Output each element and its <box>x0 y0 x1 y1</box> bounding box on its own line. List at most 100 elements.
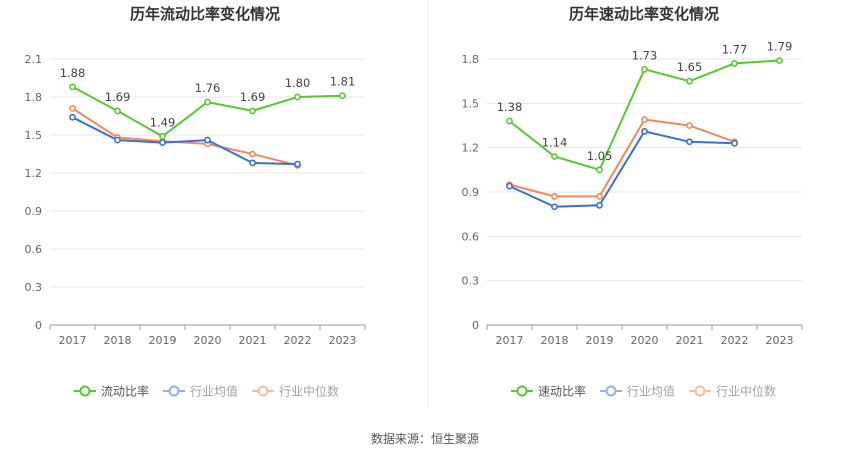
data-point <box>686 138 693 146</box>
x-tick-label: 2023 <box>766 334 794 347</box>
data-label: 1.76 <box>195 81 221 95</box>
data-label: 1.14 <box>542 136 568 150</box>
series-line <box>509 130 735 208</box>
x-tick-label: 2017 <box>496 334 524 347</box>
data-point <box>686 77 693 85</box>
data-label: 1.49 <box>150 115 176 129</box>
legend-item: 行业均值 <box>163 384 238 399</box>
legend-label: 行业均值 <box>627 384 675 399</box>
data-point <box>551 203 558 211</box>
legend-item: 行业均值 <box>600 384 675 399</box>
y-tick-label: 0.9 <box>462 186 480 199</box>
y-tick-label: 1.2 <box>25 167 43 180</box>
chart-title: 历年流动比率变化情况 <box>130 5 280 23</box>
data-point <box>551 153 558 160</box>
data-label: 1.77 <box>722 42 748 56</box>
data-point <box>114 107 121 115</box>
data-point <box>69 113 76 121</box>
legend-marker <box>168 385 180 397</box>
data-point <box>596 201 603 209</box>
y-tick-label: 0 <box>472 319 479 332</box>
legend-marker <box>694 385 706 397</box>
y-tick-label: 2.1 <box>25 53 43 66</box>
legend-label: 行业中位数 <box>716 384 776 399</box>
x-tick-label: 2020 <box>631 334 659 347</box>
legend-marker <box>257 385 269 397</box>
y-tick-label: 0.3 <box>462 275 480 288</box>
chart-quick-ratio: 历年速动比率变化情况 0 0.3 0.6 0.9 1.2 1.5 1.8 2017 2018 201… <box>462 5 803 399</box>
data-point <box>249 159 256 167</box>
data-label: 1.65 <box>677 60 703 74</box>
data-point <box>551 193 558 200</box>
data-label: 1.05 <box>587 149 613 163</box>
series-line <box>509 118 735 198</box>
legend-label: 速动比率 <box>538 384 586 399</box>
data-point <box>339 92 346 100</box>
data-point <box>506 182 513 190</box>
data-point <box>641 65 648 73</box>
data-point <box>204 136 211 144</box>
data-label: 1.88 <box>60 66 86 80</box>
data-label: 1.79 <box>767 39 793 53</box>
series-line <box>508 59 780 172</box>
legend-item: 流动比率 <box>74 384 149 399</box>
legend-marker <box>79 385 91 397</box>
x-tick-label: 2021 <box>239 334 267 347</box>
x-tick-label: 2018 <box>104 334 132 347</box>
legend-marker <box>516 385 528 397</box>
y-tick-label: 0 <box>35 319 42 332</box>
legend-item: 速动比率 <box>511 384 586 399</box>
data-point <box>731 60 738 67</box>
x-tick-label: 2022 <box>721 334 749 347</box>
data-point <box>506 117 513 125</box>
data-point <box>596 193 603 200</box>
data-point <box>641 116 648 123</box>
data-label: 1.80 <box>285 76 311 90</box>
legend-item: 行业中位数 <box>252 384 339 399</box>
x-tick-label: 2018 <box>541 334 569 347</box>
y-tick-label: 0.9 <box>25 205 43 218</box>
x-tick-label: 2017 <box>59 334 87 347</box>
x-tick-label: 2019 <box>586 334 614 347</box>
data-point <box>69 105 76 112</box>
data-point <box>294 93 301 101</box>
legend-label: 行业均值 <box>190 384 238 399</box>
data-point <box>69 83 76 91</box>
y-tick-label: 1.8 <box>462 53 480 66</box>
data-label: 1.81 <box>330 75 356 89</box>
x-tick-label: 2019 <box>149 334 177 347</box>
data-label: 1.38 <box>497 100 523 114</box>
x-tick-label: 2023 <box>329 334 357 347</box>
data-point <box>641 128 648 135</box>
data-point <box>596 166 603 174</box>
data-label: 1.73 <box>632 48 658 62</box>
data-point <box>204 98 211 106</box>
source-label: 数据来源：恒生聚源 <box>371 431 479 446</box>
chart-title: 历年速动比率变化情况 <box>569 5 719 23</box>
data-point <box>731 139 738 147</box>
legend-item: 行业中位数 <box>689 384 776 399</box>
legend-marker <box>605 385 617 397</box>
x-tick-label: 2021 <box>676 334 704 347</box>
data-point <box>159 139 166 146</box>
y-tick-label: 1.5 <box>25 129 43 142</box>
x-tick-label: 2020 <box>194 334 222 347</box>
series-line <box>71 107 298 167</box>
y-tick-label: 0.6 <box>462 230 480 243</box>
data-label: 1.69 <box>105 90 131 104</box>
legend-label: 流动比率 <box>101 384 149 399</box>
y-tick-label: 0.6 <box>25 243 43 256</box>
data-point <box>249 107 256 115</box>
y-tick-label: 1.2 <box>462 142 480 155</box>
data-point <box>114 136 121 144</box>
x-tick-label: 2022 <box>284 334 312 347</box>
data-label: 1.69 <box>240 90 266 104</box>
chart-current-ratio: 历年流动比率变化情况 0 0.3 0.6 0.9 1.2 1.5 1.8 2.1 2017 2018… <box>25 5 366 399</box>
data-point <box>294 160 301 168</box>
legend-label: 行业中位数 <box>279 384 339 399</box>
y-tick-label: 1.5 <box>462 97 480 110</box>
data-point <box>249 150 256 158</box>
data-point <box>776 57 783 64</box>
